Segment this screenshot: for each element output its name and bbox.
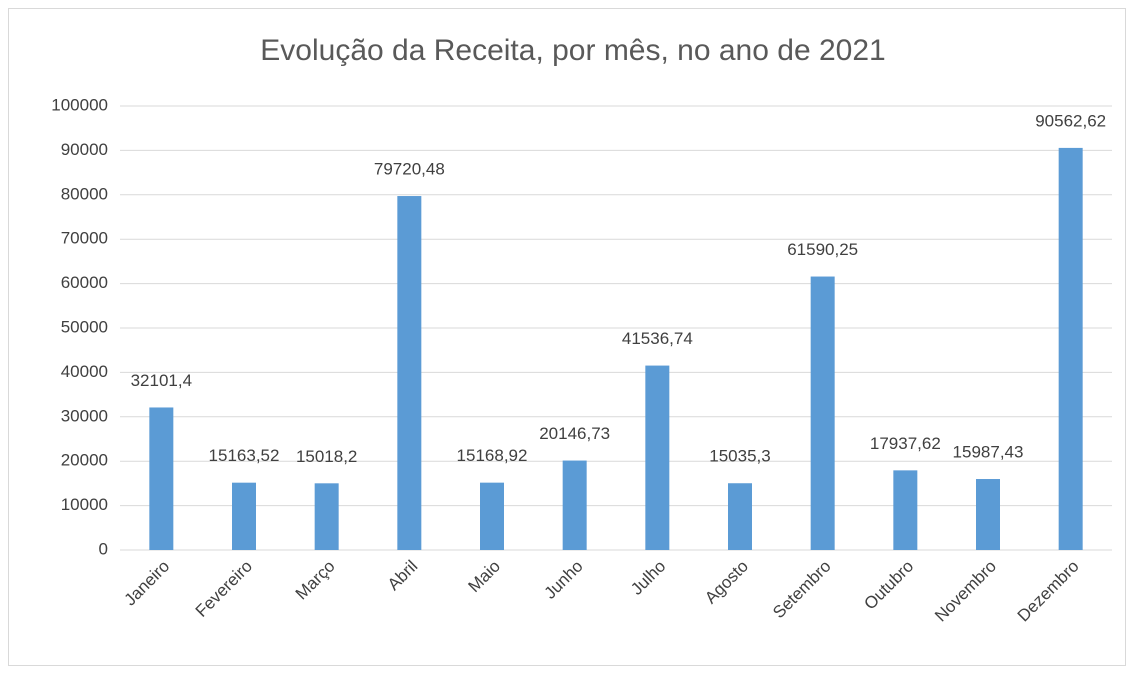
y-tick-label: 50000 <box>61 317 108 336</box>
bar <box>562 460 587 550</box>
y-tick-label: 80000 <box>61 184 108 203</box>
bar <box>810 276 835 550</box>
bar <box>976 479 1000 550</box>
bar <box>480 482 504 550</box>
bar <box>893 470 918 550</box>
data-label: 32101,4 <box>131 371 192 390</box>
data-label: 41536,74 <box>622 329 693 348</box>
chart-title: Evolução da Receita, por mês, no ano de … <box>260 34 885 67</box>
bar <box>314 483 339 550</box>
data-label: 79720,48 <box>374 160 445 179</box>
bar <box>645 365 670 550</box>
chart-border <box>8 8 1126 666</box>
y-tick-label: 100000 <box>51 95 108 114</box>
bar <box>232 482 256 550</box>
data-label: 15987,43 <box>953 443 1024 462</box>
bar <box>397 196 422 550</box>
y-tick-label: 20000 <box>61 451 108 470</box>
bar <box>149 407 174 550</box>
data-label: 15163,52 <box>209 446 280 465</box>
y-tick-label: 70000 <box>61 229 108 248</box>
y-tick-label: 0 <box>99 539 108 558</box>
y-tick-label: 10000 <box>61 495 108 514</box>
data-label: 15035,3 <box>709 447 770 466</box>
data-label: 90562,62 <box>1035 111 1106 130</box>
data-label: 20146,73 <box>539 424 610 443</box>
y-tick-label: 60000 <box>61 273 108 292</box>
data-label: 61590,25 <box>787 240 858 259</box>
data-label: 15168,92 <box>457 446 528 465</box>
data-label: 15018,2 <box>296 447 357 466</box>
bar <box>1058 147 1083 550</box>
y-tick-label: 90000 <box>61 140 108 159</box>
data-label: 17937,62 <box>870 434 941 453</box>
y-tick-label: 30000 <box>61 406 108 425</box>
y-tick-label: 40000 <box>61 362 108 381</box>
bar <box>728 483 752 550</box>
